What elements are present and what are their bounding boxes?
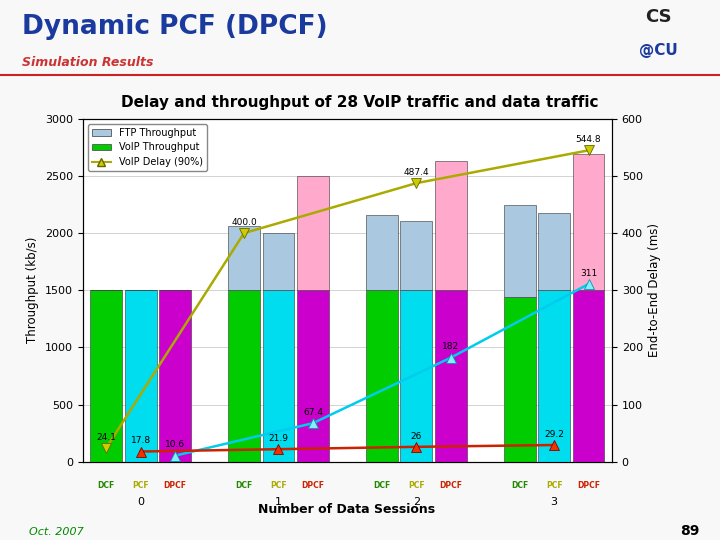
Bar <box>159 291 191 462</box>
Text: 1: 1 <box>275 497 282 507</box>
Y-axis label: Throughput (kb/s): Throughput (kb/s) <box>27 237 40 343</box>
Text: DCF: DCF <box>511 481 528 490</box>
Text: 2: 2 <box>413 497 420 507</box>
Text: 89: 89 <box>680 524 700 538</box>
Bar <box>504 297 536 462</box>
Text: 400.0: 400.0 <box>231 218 257 227</box>
Text: DPCF: DPCF <box>439 481 462 490</box>
Bar <box>366 215 397 291</box>
Y-axis label: End-to-End Delay (ms): End-to-End Delay (ms) <box>649 223 662 357</box>
Text: 0: 0 <box>138 497 144 507</box>
Text: 29.2: 29.2 <box>544 430 564 438</box>
Bar <box>435 161 467 291</box>
Bar <box>400 220 432 291</box>
Bar <box>400 291 432 462</box>
Bar <box>125 291 156 462</box>
Bar <box>228 226 260 291</box>
Bar <box>228 291 260 462</box>
Bar <box>435 291 467 462</box>
Text: PCF: PCF <box>270 481 287 490</box>
Text: Dynamic PCF (DPCF): Dynamic PCF (DPCF) <box>22 14 327 40</box>
Text: DPCF: DPCF <box>302 481 325 490</box>
Text: Number of Data Sessions: Number of Data Sessions <box>258 503 436 516</box>
Text: 67.4: 67.4 <box>303 408 323 417</box>
Text: 26: 26 <box>410 431 422 441</box>
Text: DPCF: DPCF <box>577 481 600 490</box>
Bar <box>572 291 604 462</box>
Text: 544.8: 544.8 <box>576 135 601 144</box>
Text: DCF: DCF <box>98 481 115 490</box>
Text: @CU: @CU <box>639 43 678 58</box>
Bar <box>91 291 122 462</box>
Text: Simulation Results: Simulation Results <box>22 56 153 69</box>
Text: PCF: PCF <box>132 481 149 490</box>
Text: CS: CS <box>646 8 672 26</box>
Text: DPCF: DPCF <box>163 481 186 490</box>
Text: 21.9: 21.9 <box>269 434 289 443</box>
Text: Delay and throughput of 28 VoIP traffic and data traffic: Delay and throughput of 28 VoIP traffic … <box>121 94 599 110</box>
Bar <box>263 291 294 462</box>
Text: 182: 182 <box>442 342 459 352</box>
Text: 3: 3 <box>551 497 557 507</box>
Bar <box>366 291 397 462</box>
Text: 311: 311 <box>580 269 597 278</box>
Text: Oct. 2007: Oct. 2007 <box>29 526 84 537</box>
Text: DCF: DCF <box>235 481 253 490</box>
Bar <box>539 213 570 291</box>
Bar <box>297 176 329 291</box>
Text: 487.4: 487.4 <box>403 168 429 177</box>
Bar <box>504 205 536 297</box>
Bar <box>297 291 329 462</box>
Bar <box>539 291 570 462</box>
Text: DCF: DCF <box>373 481 390 490</box>
Text: 17.8: 17.8 <box>130 436 150 446</box>
Text: 24.1: 24.1 <box>96 433 116 442</box>
Bar <box>263 233 294 291</box>
Legend: FTP Throughput, VoIP Throughput, VoIP Delay (90%): FTP Throughput, VoIP Throughput, VoIP De… <box>88 124 207 171</box>
Text: PCF: PCF <box>408 481 425 490</box>
Bar <box>572 154 604 291</box>
Text: PCF: PCF <box>546 481 562 490</box>
Text: 10.6: 10.6 <box>165 440 185 449</box>
